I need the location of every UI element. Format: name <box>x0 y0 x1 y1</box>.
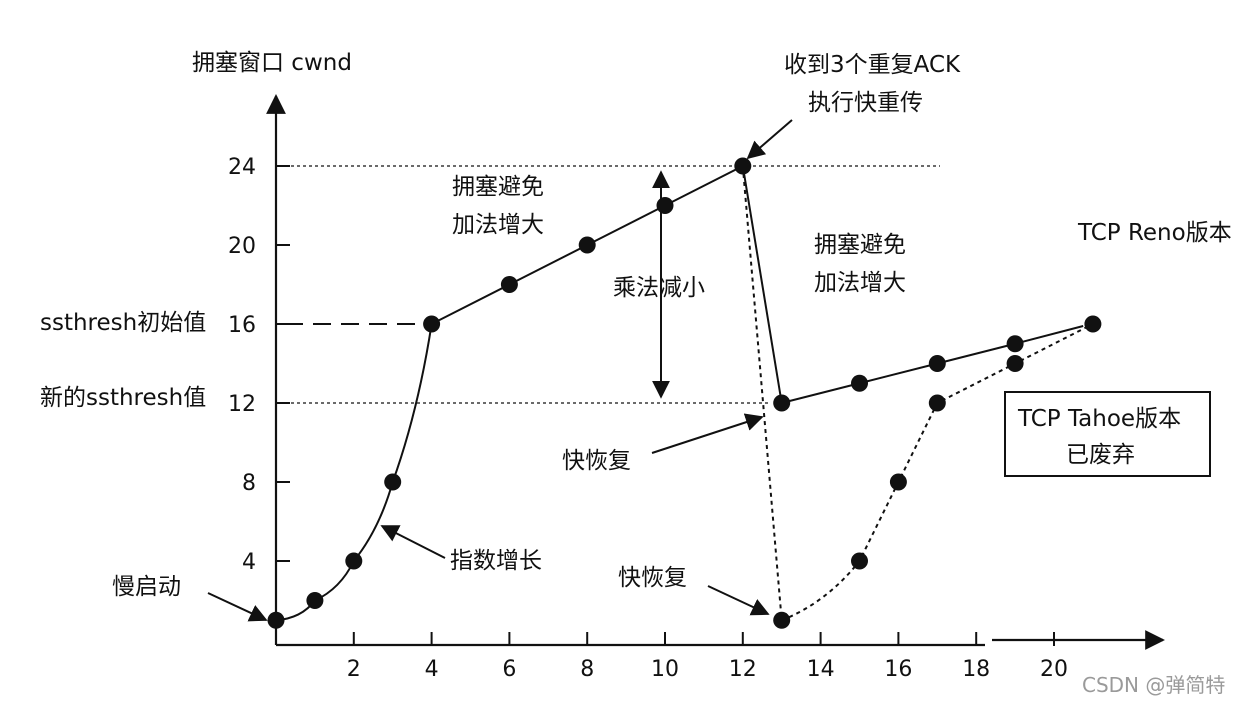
x-tick-label: 16 <box>884 657 912 682</box>
x-tick-label: 12 <box>729 657 757 682</box>
x-tick-label: 8 <box>580 657 594 682</box>
exponential-label: 指数增长 <box>450 548 542 574</box>
reno-series-line <box>275 164 1084 622</box>
reno-point <box>345 552 363 570</box>
triple-ack-label-2: 执行快重传 <box>808 90 923 116</box>
watermark: CSDN @弹简特 <box>1082 673 1225 697</box>
tahoe-box-label-2: 已废弃 <box>1066 442 1135 468</box>
slow-start-arrow <box>207 592 268 622</box>
tahoe-point <box>1006 355 1024 372</box>
y-tick-label: 20 <box>228 234 256 259</box>
reno-point <box>734 157 752 175</box>
fast-recovery-label: 快恢复 <box>562 448 631 474</box>
ca1-label-2: 加法增大 <box>452 212 544 238</box>
x-tick-label: 18 <box>962 657 990 682</box>
slow-start-label: 慢启动 <box>112 574 181 600</box>
x-tick-label: 2 <box>347 657 361 682</box>
exponential-arrow <box>380 525 446 559</box>
ca2-label-1: 拥塞避免 <box>814 232 906 258</box>
data-points <box>267 157 1102 629</box>
reno-point <box>851 374 868 392</box>
tahoe-point <box>928 394 946 412</box>
x-tick-label: 10 <box>651 657 679 682</box>
reno-point <box>928 355 946 372</box>
tahoe-point <box>773 611 791 629</box>
tahoe-box: TCP Tahoe版本 已废弃 <box>1004 391 1211 477</box>
triple-ack-label-1: 收到3个重复ACK <box>784 52 961 78</box>
reno-point <box>423 315 441 333</box>
triple-ack-arrow <box>746 119 793 160</box>
reno-point <box>384 473 402 491</box>
y-tick-label: 24 <box>228 155 256 180</box>
reno-point <box>306 592 324 609</box>
ca1-label-1: 拥塞避免 <box>452 174 544 200</box>
x-tick-label: 14 <box>807 657 835 682</box>
ca2-label-2: 加法增大 <box>814 270 906 296</box>
reno-point <box>500 276 518 293</box>
x-tick-label: 20 <box>1040 657 1068 682</box>
reno-point <box>578 236 596 254</box>
ssthresh-init-label: ssthresh初始值 <box>40 310 206 336</box>
ssthresh-new-label: 新的ssthresh值 <box>40 385 206 411</box>
reno-label: TCP Reno版本 <box>1077 220 1232 246</box>
tahoe-point <box>1084 315 1102 333</box>
tahoe-box-label-1: TCP Tahoe版本 <box>1017 406 1181 432</box>
fast-recovery-2-arrow <box>707 585 770 616</box>
reno-point <box>1006 335 1024 353</box>
tahoe-point <box>851 552 868 570</box>
fast-recovery-arrow <box>651 413 764 454</box>
y-tick-label: 12 <box>228 392 256 417</box>
multiplicative-label: 乘法减小 <box>613 275 705 301</box>
y-tick-label: 16 <box>228 313 256 338</box>
y-tick-label: 8 <box>242 471 256 496</box>
reno-point <box>773 394 791 412</box>
x-tick-label: 6 <box>502 657 516 682</box>
fast-recovery-2-label: 快恢复 <box>618 565 687 591</box>
x-tick-label: 4 <box>425 657 439 682</box>
reno-point <box>656 197 674 214</box>
reno-point <box>267 611 285 629</box>
y-axis-label: 拥塞窗口 cwnd <box>192 50 352 76</box>
tahoe-point <box>889 473 907 491</box>
y-tick-label: 4 <box>242 550 256 575</box>
